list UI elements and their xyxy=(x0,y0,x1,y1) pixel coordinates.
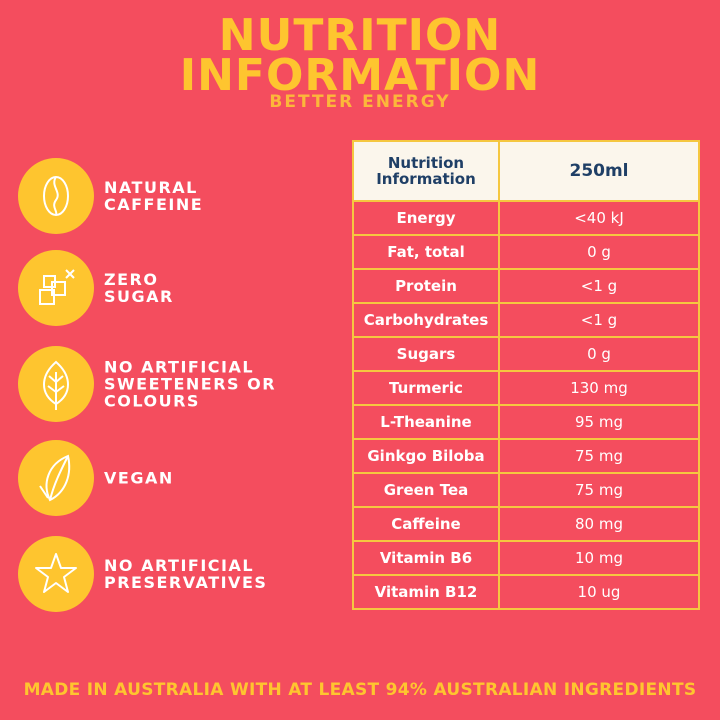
table-header-row: Nutrition Information 250ml xyxy=(352,140,700,202)
nutrient-name: Protein xyxy=(352,268,500,304)
nutrient-value: 75 mg xyxy=(498,438,700,474)
nutrient-value: 75 mg xyxy=(498,472,700,508)
nutrient-value: 80 mg xyxy=(498,506,700,542)
nutrient-value: 130 mg xyxy=(498,370,700,406)
nutrient-value: <40 kJ xyxy=(498,200,700,236)
nutrient-name: Carbohydrates xyxy=(352,302,500,338)
nutrient-value: 10 mg xyxy=(498,540,700,576)
nutrient-value: <1 g xyxy=(498,268,700,304)
nutrient-name: Caffeine xyxy=(352,506,500,542)
coffee-bean-icon xyxy=(18,158,94,234)
table-row: Ginkgo Biloba 75 mg xyxy=(352,438,700,474)
footer-tagline: MADE IN AUSTRALIA WITH AT LEAST 94% AUST… xyxy=(23,680,697,700)
page-title-line1: NUTRITION xyxy=(218,10,502,61)
star-icon xyxy=(18,536,94,612)
nutrient-name: Fat, total xyxy=(352,234,500,270)
table-header-label: Nutrition Information xyxy=(352,140,500,202)
nutrient-value: 95 mg xyxy=(498,404,700,440)
nutrient-name: Turmeric xyxy=(352,370,500,406)
page-title-line2: INFORMATION xyxy=(179,50,541,101)
feature-label: SWEETENERS OR xyxy=(104,374,277,394)
nutrient-name: Energy xyxy=(352,200,500,236)
table-row: Green Tea 75 mg xyxy=(352,472,700,508)
nutrient-name: Sugars xyxy=(352,336,500,372)
feature-label: NO ARTIFICIAL xyxy=(104,556,255,575)
sugar-cubes-icon xyxy=(18,250,94,326)
table-row: Fat, total 0 g xyxy=(352,234,700,270)
feature-label: COLOURS xyxy=(104,391,200,411)
vegan-leaf-icon xyxy=(18,440,94,516)
feature-label: SUGAR xyxy=(104,287,174,306)
nutrient-name: L-Theanine xyxy=(352,404,500,440)
nutrient-name: Vitamin B12 xyxy=(352,574,500,610)
nutrient-value: <1 g xyxy=(498,302,700,338)
nutrient-name: Ginkgo Biloba xyxy=(352,438,500,474)
table-row: Sugars 0 g xyxy=(352,336,700,372)
feature-natural-caffeine: NATURAL CAFFEINE xyxy=(18,158,338,234)
table-row: Vitamin B12 10 ug xyxy=(352,574,700,610)
nutrition-table: Nutrition Information 250ml Energy <40 kJ… xyxy=(352,140,700,610)
feature-label: NO ARTIFICIAL xyxy=(104,357,255,377)
nutrient-value: 10 ug xyxy=(498,574,700,610)
nutrient-value: 0 g xyxy=(498,336,700,372)
nutrient-name: Vitamin B6 xyxy=(352,540,500,576)
table-row: L-Theanine 95 mg xyxy=(352,404,700,440)
nutrient-name: Green Tea xyxy=(352,472,500,508)
feature-zero-sugar: ZERO SUGAR xyxy=(18,250,338,326)
table-row: Energy <40 kJ xyxy=(352,200,700,236)
feature-label: NATURAL xyxy=(104,178,198,197)
table-row: Carbohydrates <1 g xyxy=(352,302,700,338)
feature-label: VEGAN xyxy=(104,468,174,488)
feature-no-artificial-preservatives: NO ARTIFICIAL PRESERVATIVES xyxy=(18,536,338,612)
table-header-serving: 250ml xyxy=(498,140,700,202)
table-row: Protein <1 g xyxy=(352,268,700,304)
feature-label: PRESERVATIVES xyxy=(104,573,268,592)
table-row: Vitamin B6 10 mg xyxy=(352,540,700,576)
table-row: Caffeine 80 mg xyxy=(352,506,700,542)
feature-no-artificial-sweeteners: NO ARTIFICIAL SWEETENERS OR COLOURS xyxy=(18,346,338,422)
feature-label: ZERO xyxy=(104,270,159,289)
leaf-icon xyxy=(18,346,94,422)
table-row: Turmeric 130 mg xyxy=(352,370,700,406)
feature-label: CAFFEINE xyxy=(104,195,204,214)
feature-vegan: VEGAN xyxy=(18,440,338,516)
page-subtitle: BETTER ENERGY xyxy=(269,92,451,112)
nutrient-value: 0 g xyxy=(498,234,700,270)
